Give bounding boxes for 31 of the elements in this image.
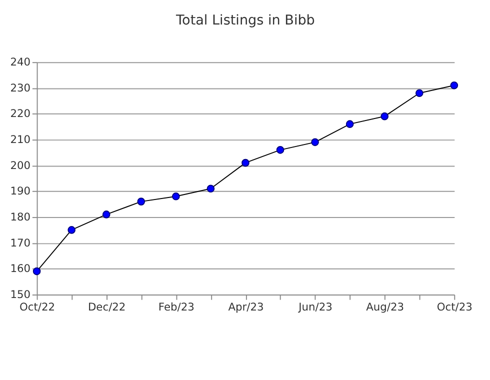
point: [242, 158, 250, 167]
y-tick-label: 180: [10, 210, 31, 224]
point: [450, 81, 458, 90]
chart-title: Total Listings in Bibb: [175, 12, 315, 28]
point: [380, 112, 389, 120]
point: [172, 192, 180, 200]
x-tick-label: Jun/23: [298, 300, 332, 314]
point: [32, 267, 41, 276]
point: [206, 184, 215, 193]
point: [415, 89, 424, 97]
x-tick-label: Apr/23: [228, 300, 264, 314]
x-tick-label: Aug/23: [366, 300, 404, 314]
x-tick-label: Oct/22: [20, 300, 56, 314]
point: [102, 210, 110, 218]
y-tick-label: 150: [10, 288, 31, 301]
y-tick-label: 240: [10, 56, 31, 68]
y-tick-label: 170: [10, 236, 31, 250]
x-tick-label: Feb/23: [158, 300, 194, 314]
point: [346, 120, 354, 128]
y-tick-label: 190: [10, 184, 31, 198]
x-tick-label: Oct/23: [436, 300, 472, 314]
y-tick-label: 200: [10, 158, 31, 172]
point: [68, 226, 76, 234]
point: [276, 146, 284, 154]
y-tick-label: 210: [10, 132, 31, 146]
point: [137, 198, 146, 206]
y-tick-label: 230: [10, 81, 31, 94]
x-tick-label: Dec/22: [88, 300, 126, 314]
y-tick-label: 220: [10, 107, 31, 120]
point: [311, 138, 319, 146]
y-tick-label: 160: [10, 262, 31, 276]
